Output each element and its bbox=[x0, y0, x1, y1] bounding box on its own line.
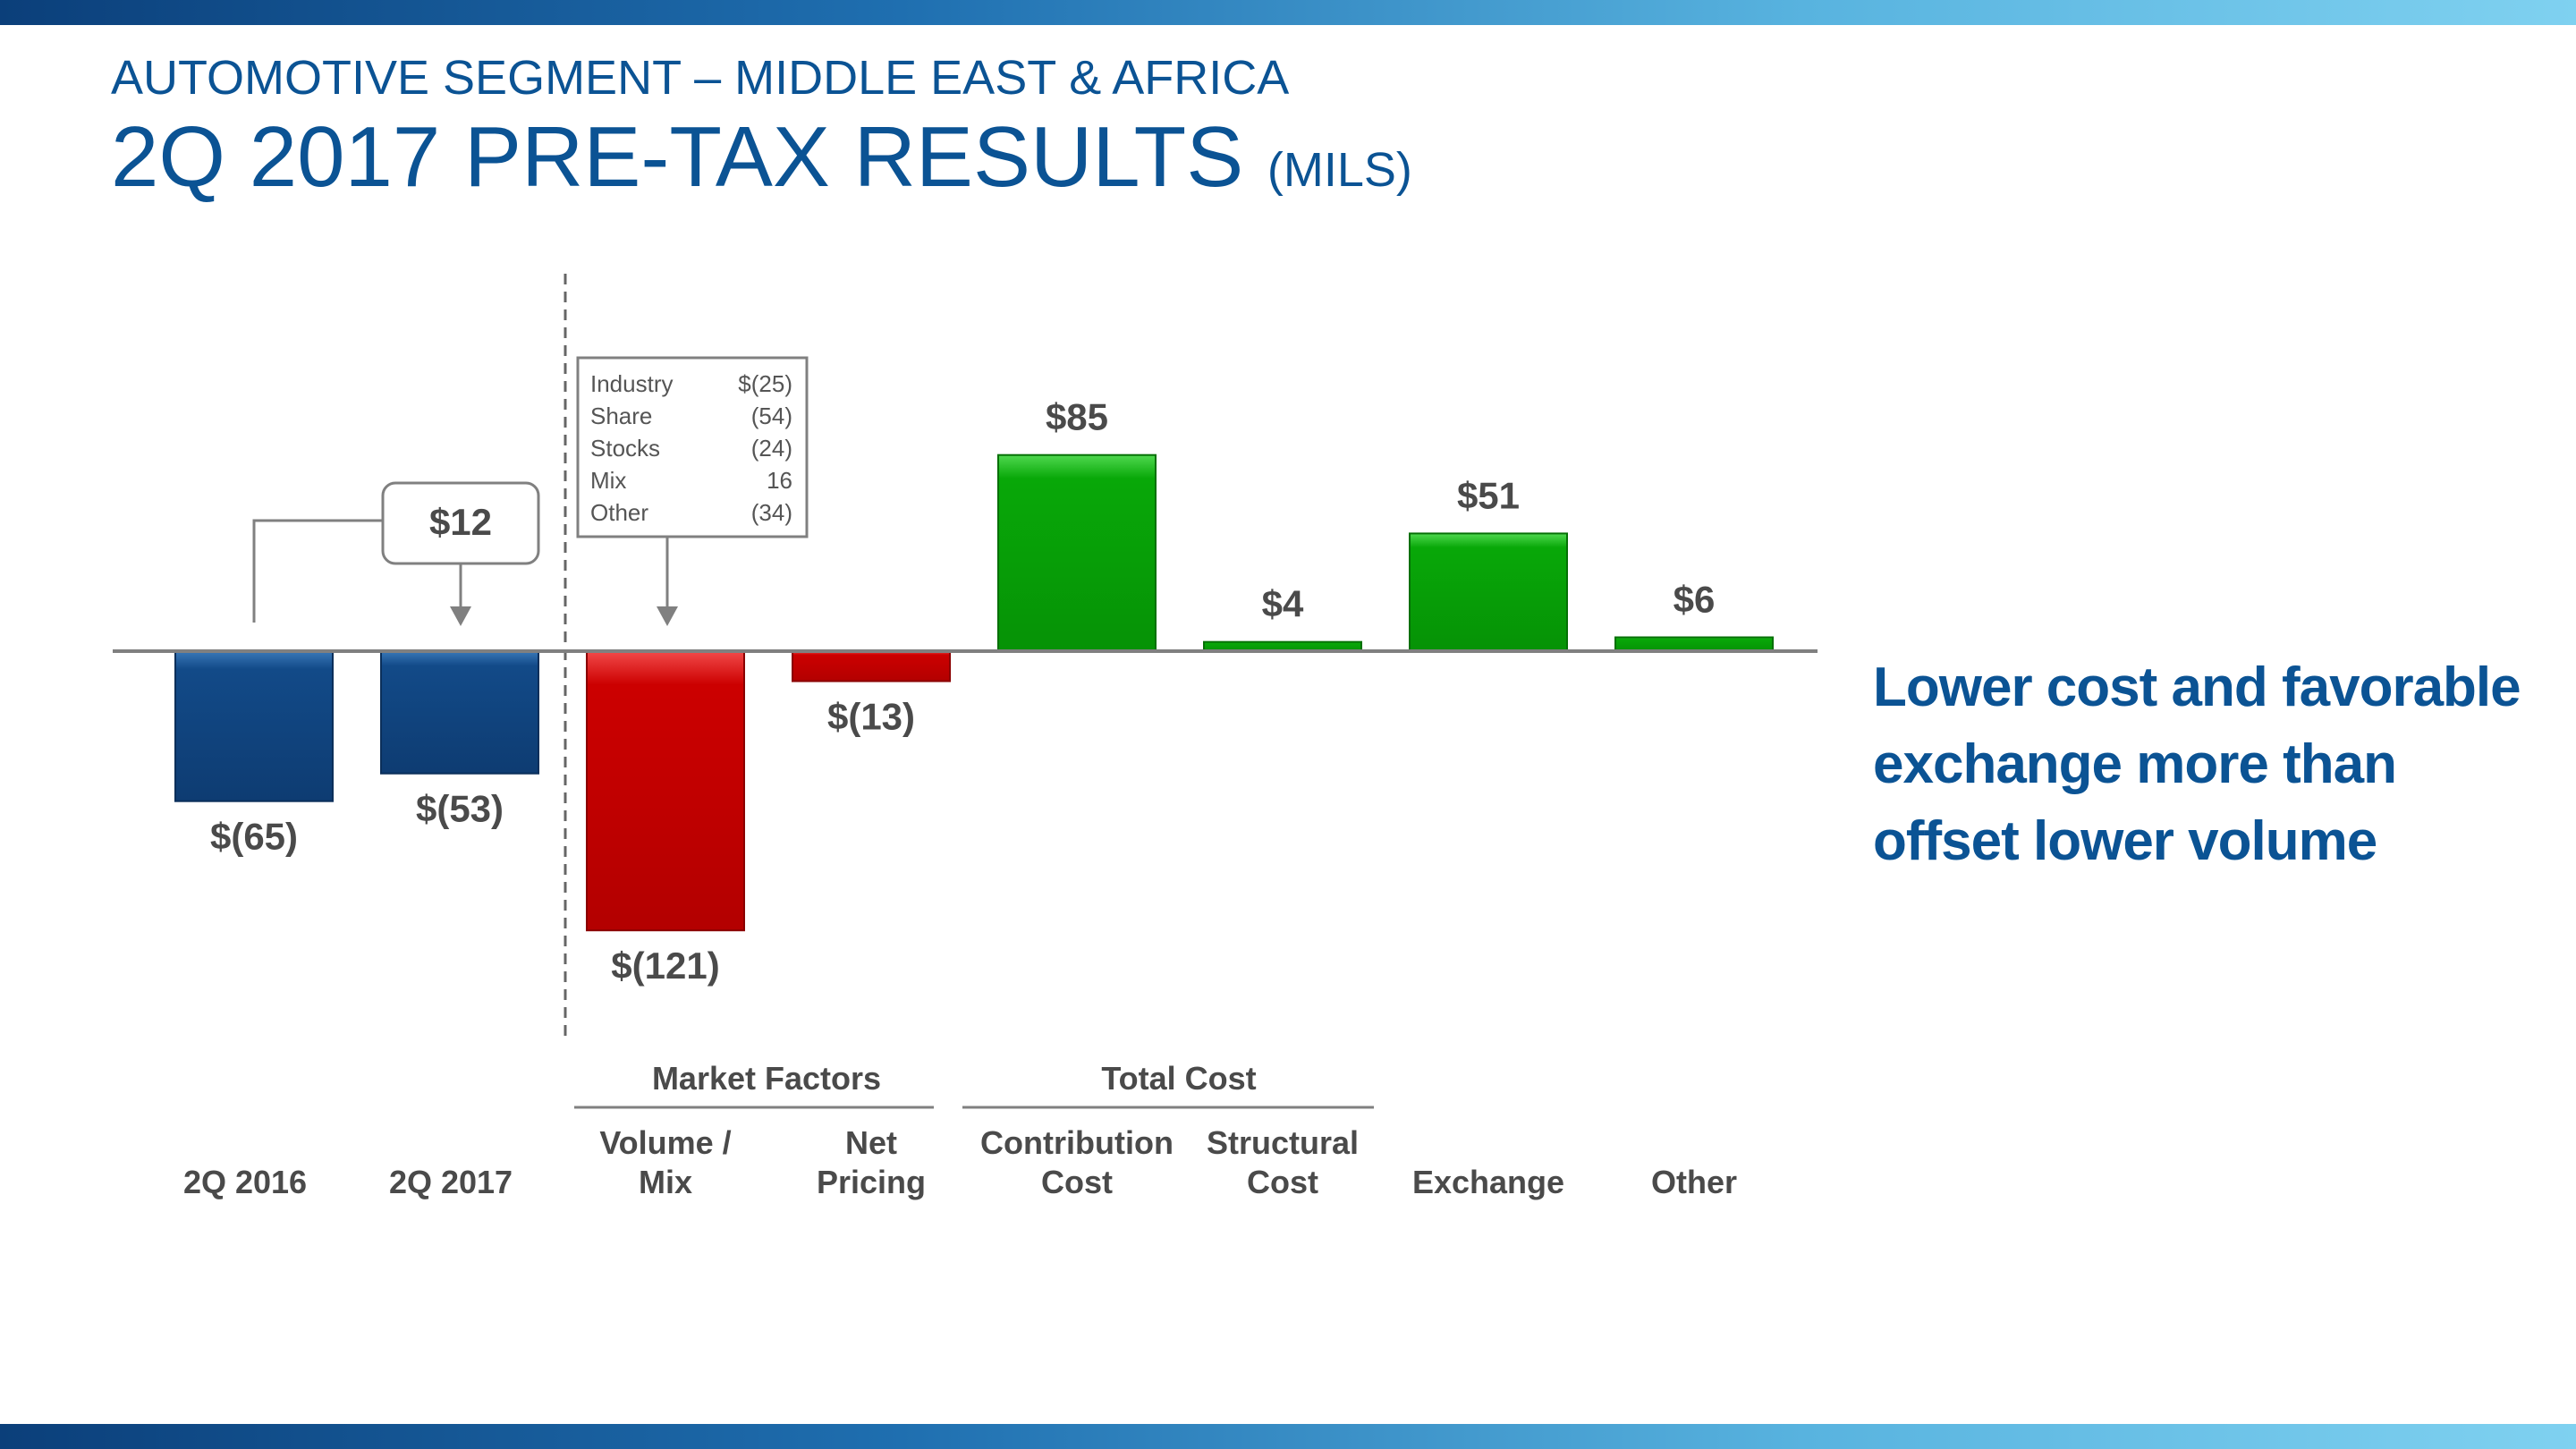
category-label: Cost bbox=[1247, 1164, 1318, 1200]
breakdown-value: (24) bbox=[751, 435, 792, 462]
volume-mix-breakdown: Industry $(25) Share (54) Stocks (24) Mi… bbox=[576, 356, 809, 626]
data-label: $(65) bbox=[210, 816, 298, 858]
top-accent-bar bbox=[0, 0, 2576, 25]
data-label: $4 bbox=[1262, 583, 1304, 625]
category-label: Other bbox=[1651, 1164, 1737, 1200]
breakdown-value: (34) bbox=[751, 499, 792, 526]
category-label: Pricing bbox=[817, 1164, 926, 1200]
category-label: Contribution bbox=[980, 1124, 1174, 1161]
title-text: 2Q 2017 PRE-TAX RESULTS bbox=[111, 109, 1244, 205]
bar bbox=[380, 650, 539, 775]
breakdown-label: Industry bbox=[590, 370, 674, 397]
page-title: 2Q 2017 PRE-TAX RESULTS (MILS) bbox=[111, 114, 1412, 200]
title-unit: (MILS) bbox=[1267, 143, 1412, 197]
category-label: Volume / bbox=[599, 1124, 731, 1161]
category-label: Cost bbox=[1041, 1164, 1113, 1200]
breakdown-label: Mix bbox=[590, 467, 626, 494]
category-label: Structural bbox=[1207, 1124, 1359, 1161]
category-label: Mix bbox=[639, 1164, 692, 1200]
data-label: $(53) bbox=[416, 788, 504, 830]
page-subtitle: AUTOMOTIVE SEGMENT – MIDDLE EAST & AFRIC… bbox=[111, 51, 1290, 105]
breakdown-value: 16 bbox=[767, 467, 792, 494]
change-arrow-head bbox=[450, 606, 471, 626]
labels-layer: $(65)2Q 2016$(53)2Q 2017$(121)Volume /Mi… bbox=[183, 396, 1737, 1200]
breakdown-label: Stocks bbox=[590, 435, 660, 462]
bar bbox=[1614, 636, 1774, 653]
category-label: Net bbox=[845, 1124, 897, 1161]
takeaway-text: Lower cost and favorable exchange more t… bbox=[1873, 657, 2521, 872]
data-label: $85 bbox=[1046, 396, 1108, 438]
data-label: $(121) bbox=[611, 945, 719, 987]
data-label: $(13) bbox=[827, 696, 915, 738]
category-label: Exchange bbox=[1412, 1164, 1564, 1200]
data-label: $51 bbox=[1457, 474, 1520, 516]
data-label: $6 bbox=[1674, 579, 1716, 621]
breakdown-label: Other bbox=[590, 499, 648, 526]
bar bbox=[174, 650, 334, 802]
bars-layer bbox=[174, 453, 1774, 932]
breakdown-arrow-head bbox=[657, 606, 678, 626]
category-label: 2Q 2016 bbox=[183, 1164, 307, 1200]
bar bbox=[997, 453, 1157, 653]
category-label: 2Q 2017 bbox=[389, 1164, 513, 1200]
bar bbox=[586, 650, 745, 932]
bottom-accent-bar bbox=[0, 1424, 2576, 1449]
breakdown-value: $(25) bbox=[738, 370, 792, 397]
breakdown-box bbox=[576, 356, 809, 538]
group-label-total-cost: Total Cost bbox=[1101, 1060, 1256, 1097]
breakdown-value: (54) bbox=[751, 402, 792, 429]
change-callout-value: $12 bbox=[429, 501, 492, 543]
waterfall-chart: $12 Industry $(25) Share (54) Stocks (24… bbox=[113, 274, 1818, 1200]
bar bbox=[1409, 532, 1568, 653]
breakdown-label: Share bbox=[590, 402, 652, 429]
bar bbox=[792, 650, 951, 682]
change-connector bbox=[252, 519, 383, 623]
group-label-market-factors: Market Factors bbox=[652, 1060, 881, 1097]
